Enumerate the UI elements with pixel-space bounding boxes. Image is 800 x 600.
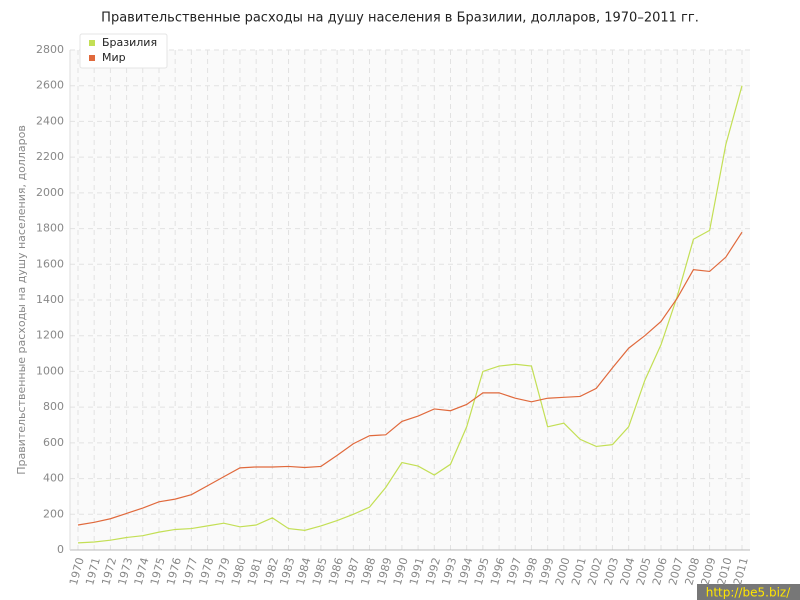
y-tick-label: 800: [43, 400, 64, 413]
y-tick-label: 2800: [36, 43, 64, 56]
y-tick-label: 200: [43, 507, 64, 520]
legend-label: Мир: [102, 51, 126, 64]
y-tick-label: 1200: [36, 329, 64, 342]
series-line: [77, 231, 743, 526]
y-tick-label: 2400: [36, 114, 64, 127]
legend: [79, 33, 168, 69]
series-line: [77, 85, 743, 544]
y-tick-label: 2600: [36, 79, 64, 92]
watermark-bg: [697, 584, 800, 600]
y-tick-label: 1600: [36, 257, 64, 270]
lines: [77, 85, 743, 544]
y-axis-label: Правительственные расходы на душу населе…: [15, 125, 28, 475]
chart-title: Правительственные расходы на душу населе…: [101, 11, 699, 26]
watermark: http://be5.biz/: [706, 586, 791, 600]
y-tick-label: 400: [43, 472, 64, 485]
y-tick-label: 1400: [36, 293, 64, 306]
y-tick-label: 600: [43, 436, 64, 449]
y-tick-label: 0: [57, 543, 64, 556]
legend-marker: [89, 55, 95, 61]
plot-area: [70, 50, 750, 550]
y-tick-label: 1800: [36, 222, 64, 235]
legend-marker: [89, 40, 95, 46]
y-tick-label: 2000: [36, 186, 64, 199]
legend-label: Бразилия: [102, 36, 157, 49]
y-tick-label: 1000: [36, 364, 64, 377]
y-tick-label: 2200: [36, 150, 64, 163]
